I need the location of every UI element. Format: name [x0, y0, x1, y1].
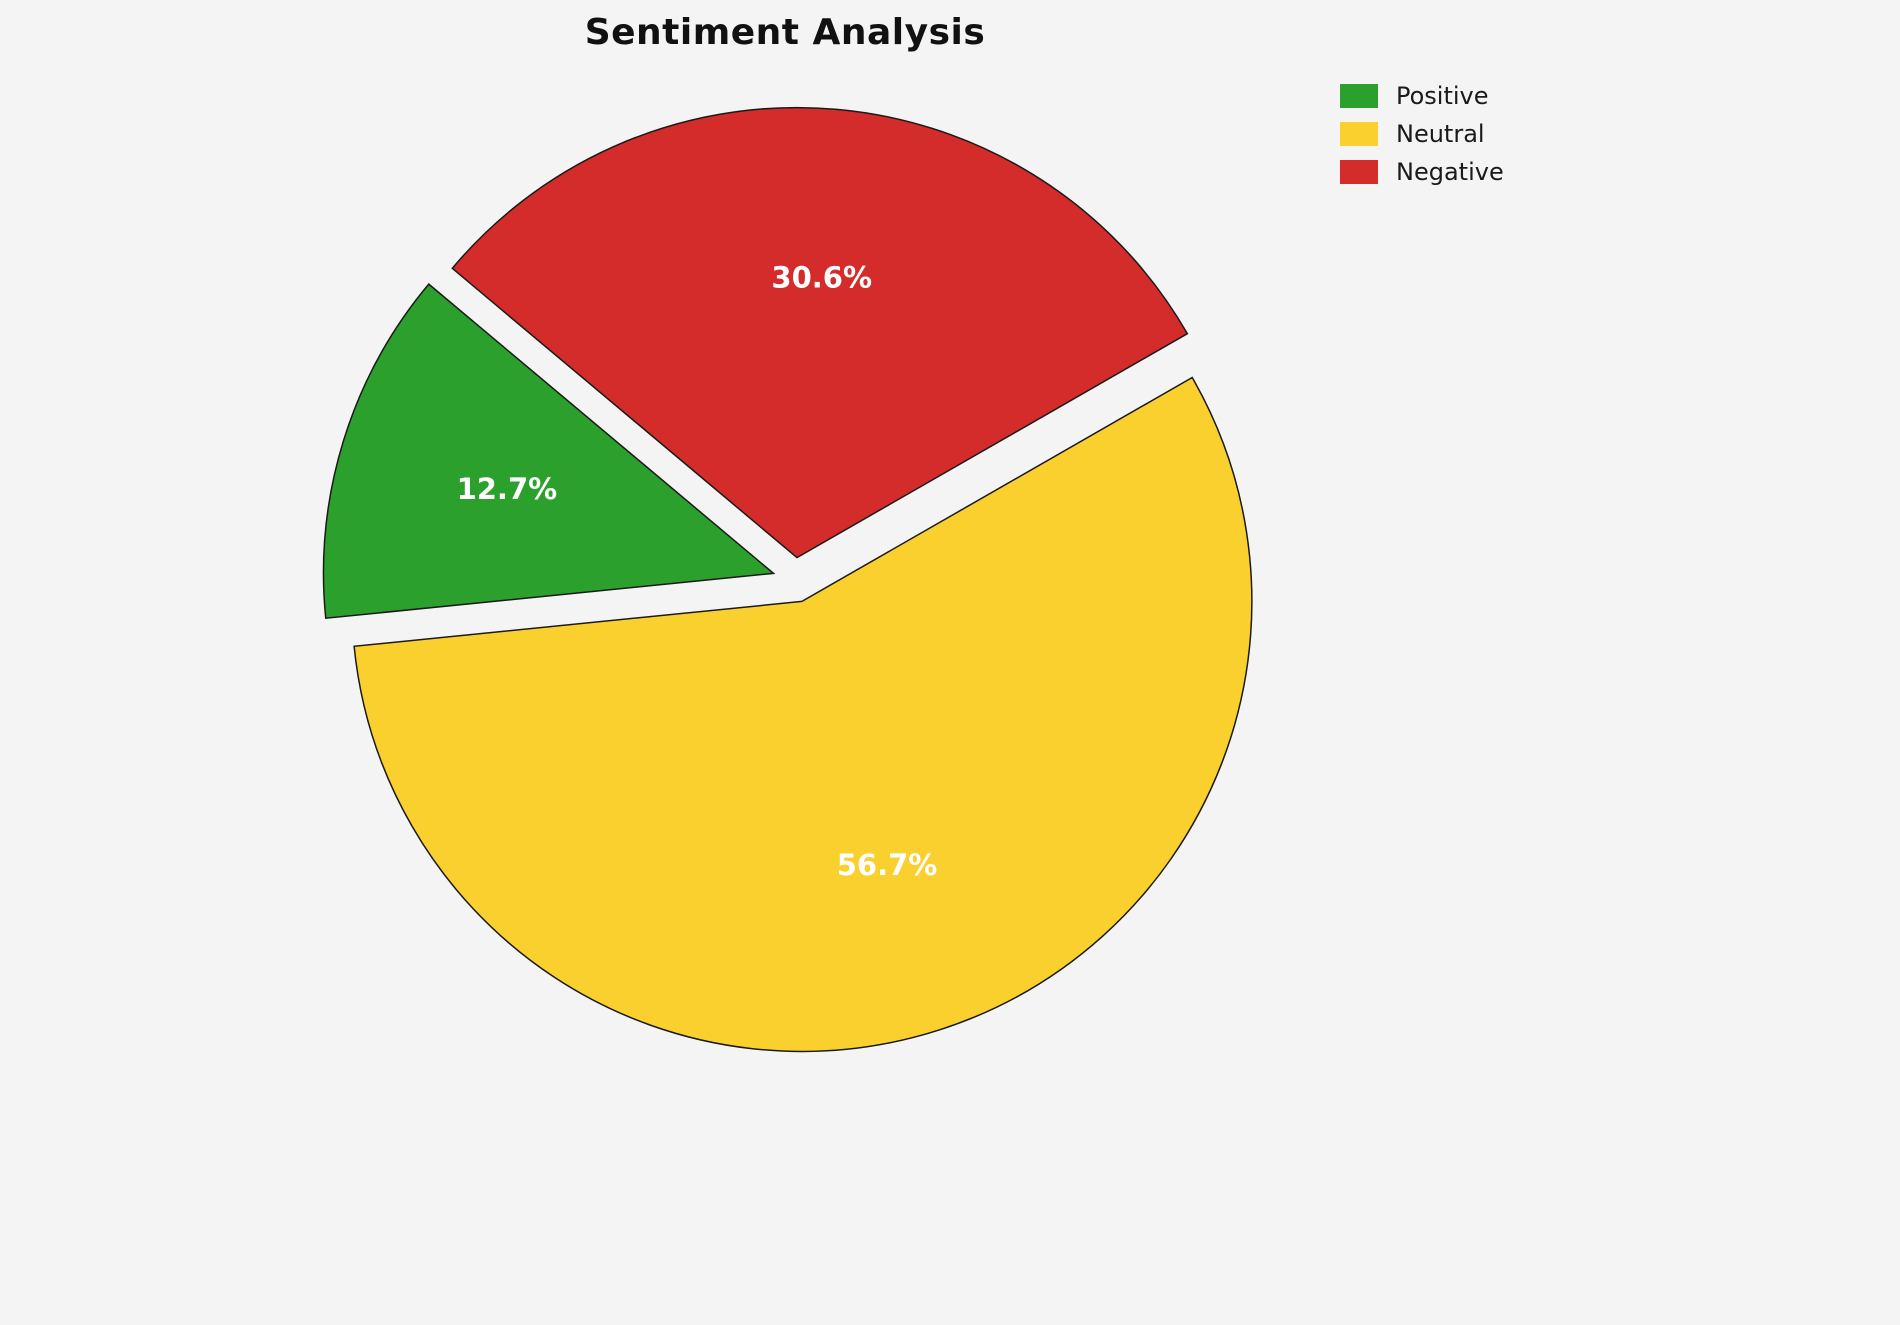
- legend-label-negative: Negative: [1396, 158, 1504, 186]
- legend-item-positive: Positive: [1340, 84, 1504, 108]
- legend-item-neutral: Neutral: [1340, 122, 1504, 146]
- legend-item-negative: Negative: [1340, 160, 1504, 184]
- legend-swatch-positive: [1340, 84, 1378, 108]
- legend-swatch-neutral: [1340, 122, 1378, 146]
- pct-label-neutral: 56.7%: [837, 848, 938, 882]
- pct-label-positive: 12.7%: [457, 472, 558, 506]
- legend-label-positive: Positive: [1396, 82, 1489, 110]
- legend-label-neutral: Neutral: [1396, 120, 1485, 148]
- legend-swatch-negative: [1340, 160, 1378, 184]
- chart-title: Sentiment Analysis: [584, 12, 986, 53]
- legend: Positive Neutral Negative: [1340, 84, 1504, 184]
- pie-slice-positive: [322, 283, 776, 620]
- pie-slice-negative: [451, 106, 1189, 559]
- pie-slice-neutral: [353, 376, 1253, 1053]
- pct-label-negative: 30.6%: [771, 261, 872, 295]
